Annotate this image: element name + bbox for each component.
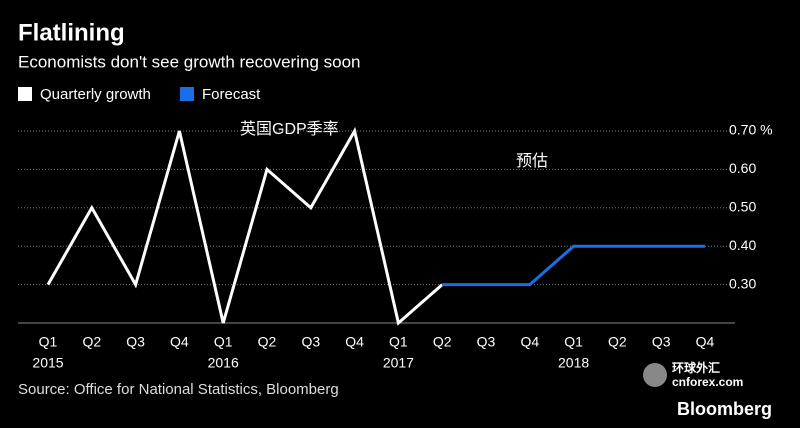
y-tick-label: 0.30 (729, 275, 756, 291)
y-tick-label: 0.40 (729, 237, 756, 253)
x-tick-label: Q2 (433, 334, 452, 350)
year-label: 2016 (208, 355, 239, 371)
x-tick-label: Q4 (345, 334, 364, 350)
watermark-icon (643, 363, 667, 387)
year-label: 2017 (383, 355, 414, 371)
x-tick-label: Q3 (652, 334, 671, 350)
x-tick-label: Q1 (564, 334, 583, 350)
year-label: 2018 (558, 355, 589, 371)
series-line (46, 126, 444, 326)
chart-title: Flatlining (18, 19, 125, 46)
watermark: 环球外汇 (672, 360, 720, 375)
legend-label: Forecast (202, 86, 261, 103)
x-tick-label: Q1 (389, 334, 408, 350)
x-tick-label: Q2 (82, 334, 101, 350)
y-tick-label: 0.60 (729, 160, 756, 176)
x-tick-label: Q1 (214, 334, 233, 350)
watermark: cnforex.com (672, 375, 743, 389)
x-tick-label: Q2 (608, 334, 627, 350)
legend-label: Quarterly growth (40, 86, 151, 103)
x-tick-label: Q2 (258, 334, 277, 350)
year-label: 2015 (32, 355, 63, 371)
x-tick-label: Q4 (696, 334, 715, 350)
brand-logo: Bloomberg (677, 399, 772, 419)
y-tick-label: 0.50 (729, 199, 756, 215)
x-tick-label: Q3 (477, 334, 496, 350)
y-tick-label: 0.70 % (729, 122, 773, 138)
x-tick-label: Q4 (170, 334, 189, 350)
chart-subtitle: Economists don't see growth recovering s… (18, 52, 360, 71)
legend-swatch (180, 87, 194, 101)
x-tick-label: Q1 (39, 334, 58, 350)
series-line (442, 244, 705, 287)
x-tick-label: Q4 (520, 334, 539, 350)
annotation: 英国GDP季率 (240, 120, 339, 138)
source-note: Source: Office for National Statistics, … (18, 381, 339, 398)
x-tick-label: Q3 (301, 334, 320, 350)
legend-swatch (18, 87, 32, 101)
annotation: 预估 (516, 152, 548, 170)
x-tick-label: Q3 (126, 334, 145, 350)
